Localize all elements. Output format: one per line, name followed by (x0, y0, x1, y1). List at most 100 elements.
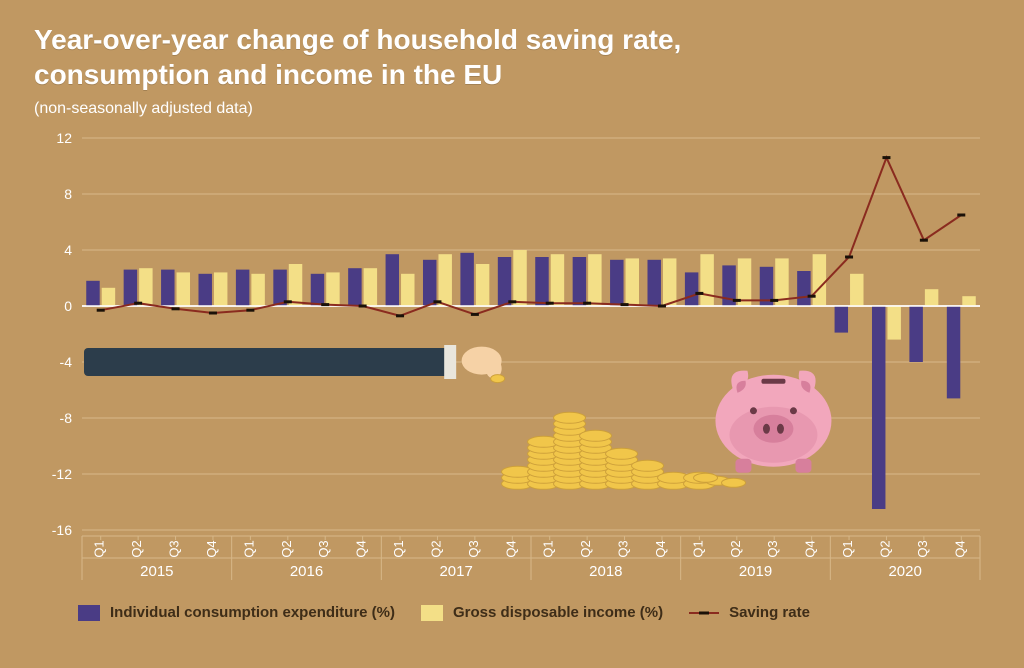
svg-text:12: 12 (56, 132, 72, 146)
saving-rate-marker (134, 302, 142, 305)
saving-rate-marker (546, 302, 554, 305)
bar-income (887, 306, 900, 340)
bar-income (925, 289, 938, 306)
bar-income (102, 288, 115, 306)
svg-text:Q3: Q3 (765, 540, 780, 557)
svg-text:Q2: Q2 (129, 540, 144, 557)
svg-text:Q2: Q2 (877, 540, 892, 557)
saving-rate-marker (920, 239, 928, 242)
svg-text:Q4: Q4 (653, 540, 668, 557)
legend-item-income: Gross disposable income (%) (421, 604, 663, 621)
legend-item-consumption: Individual consumption expenditure (%) (78, 604, 395, 621)
svg-text:0: 0 (64, 298, 72, 314)
bar-income (588, 254, 601, 306)
bar-consumption (573, 257, 586, 306)
bar-consumption (198, 274, 211, 306)
bar-consumption (535, 257, 548, 306)
bar-income (289, 264, 302, 306)
bar-income (139, 268, 152, 306)
svg-text:-12: -12 (52, 466, 72, 482)
bar-income (962, 296, 975, 306)
legend-swatch-consumption (78, 605, 100, 621)
saving-rate-marker (845, 256, 853, 259)
saving-rate-marker (396, 314, 404, 317)
bar-consumption (872, 306, 885, 509)
bar-consumption (423, 260, 436, 306)
svg-text:Q1: Q1 (92, 540, 107, 557)
bar-income (850, 274, 863, 306)
bar-consumption (460, 253, 473, 306)
bar-consumption (947, 306, 960, 398)
svg-text:Q2: Q2 (578, 540, 593, 557)
svg-text:Q4: Q4 (952, 540, 967, 557)
svg-text:Q2: Q2 (728, 540, 743, 557)
bar-income (401, 274, 414, 306)
svg-text:Q1: Q1 (541, 540, 556, 557)
saving-rate-marker (695, 292, 703, 295)
saving-rate-marker (882, 156, 890, 159)
saving-rate-marker (284, 300, 292, 303)
saving-rate-marker (583, 302, 591, 305)
bar-consumption (610, 260, 623, 306)
bar-income (326, 272, 339, 306)
bar-income (364, 268, 377, 306)
bar-consumption (124, 270, 137, 306)
title-line-2: consumption and income in the EU (34, 59, 502, 90)
bar-consumption (236, 270, 249, 306)
saving-rate-marker (808, 295, 816, 298)
svg-text:Q4: Q4 (204, 540, 219, 557)
bar-consumption (647, 260, 660, 306)
svg-text:4: 4 (64, 242, 72, 258)
saving-rate-marker (209, 312, 217, 315)
saving-rate-marker (246, 309, 254, 312)
svg-text:Q1: Q1 (241, 540, 256, 557)
svg-text:Q4: Q4 (354, 540, 369, 557)
svg-text:Q3: Q3 (167, 540, 182, 557)
legend-swatch-saving (689, 607, 719, 619)
bar-consumption (161, 270, 174, 306)
saving-rate-marker (658, 305, 666, 308)
svg-text:Q4: Q4 (503, 540, 518, 557)
legend-label-saving: Saving rate (729, 604, 810, 621)
chart-area: -16 -12 -8 -4 0 4 8 12 Q1 Q2 Q3 Q4 Q1 Q2 Q3 Q4 Q1 Q2 Q3 Q4 Q… (34, 132, 990, 592)
svg-text:8: 8 (64, 186, 72, 202)
saving-rate-marker (957, 214, 965, 217)
saving-rate-marker (508, 300, 516, 303)
svg-text:2019: 2019 (739, 563, 772, 580)
legend-swatch-income (421, 605, 443, 621)
bar-income (476, 264, 489, 306)
bar-consumption (909, 306, 922, 362)
svg-text:Q2: Q2 (279, 540, 294, 557)
svg-text:-16: -16 (52, 522, 72, 538)
legend: Individual consumption expenditure (%) G… (34, 604, 990, 621)
bar-consumption (386, 254, 399, 306)
svg-text:-4: -4 (60, 354, 73, 370)
bar-income (251, 274, 264, 306)
bar-consumption (498, 257, 511, 306)
bar-income (438, 254, 451, 306)
bar-income (813, 254, 826, 306)
saving-rate-marker (359, 305, 367, 308)
svg-text:Q1: Q1 (840, 540, 855, 557)
bar-consumption (86, 281, 99, 306)
bar-consumption (311, 274, 324, 306)
saving-rate-marker (471, 313, 479, 316)
svg-text:2018: 2018 (589, 563, 622, 580)
svg-text:Q1: Q1 (690, 540, 705, 557)
svg-text:Q3: Q3 (915, 540, 930, 557)
svg-text:Q4: Q4 (803, 540, 818, 557)
svg-text:Q2: Q2 (428, 540, 443, 557)
coin-stacks (502, 412, 746, 489)
svg-text:-8: -8 (60, 410, 73, 426)
svg-text:Q3: Q3 (466, 540, 481, 557)
svg-text:Q1: Q1 (391, 540, 406, 557)
legend-item-saving: Saving rate (689, 604, 810, 621)
saving-rate-marker (433, 300, 441, 303)
bar-income (700, 254, 713, 306)
title-line-1: Year-over-year change of household savin… (34, 24, 681, 55)
bar-consumption (797, 271, 810, 306)
bar-income (663, 258, 676, 306)
chart-title: Year-over-year change of household savin… (34, 22, 990, 92)
legend-label-income: Gross disposable income (%) (453, 604, 663, 621)
svg-text:Q3: Q3 (316, 540, 331, 557)
